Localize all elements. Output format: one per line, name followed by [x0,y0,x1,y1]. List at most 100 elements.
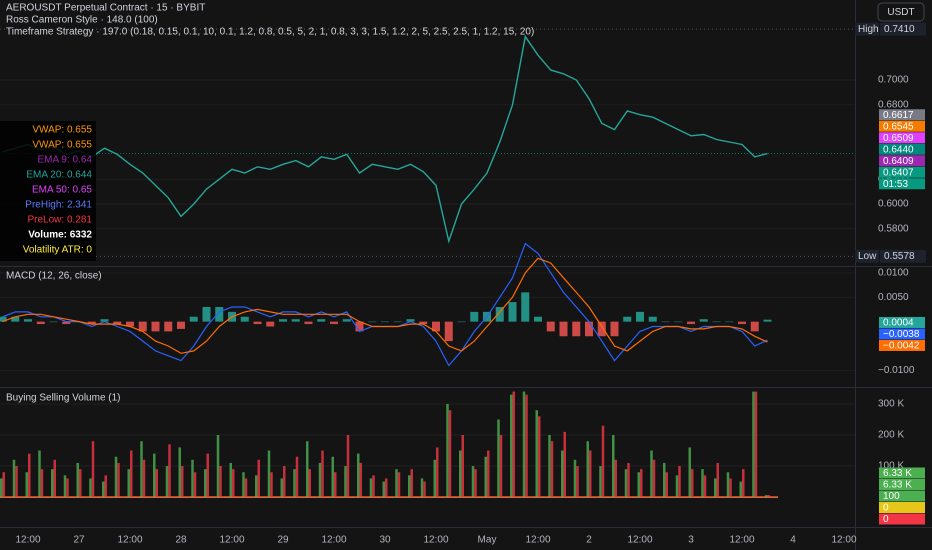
histogram-bar [546,321,555,332]
currency-label[interactable]: USDT [887,7,914,18]
volume-bar [155,469,158,498]
x-tick-label: May [478,535,497,546]
volume-bar [140,441,143,498]
volume-bar [599,466,602,498]
volume-bar [334,472,337,498]
volume-bar [739,481,742,498]
x-tick-label: 12:00 [627,535,652,546]
histogram-bar [763,319,772,322]
low-value-badge [880,249,926,263]
currency-button[interactable] [877,2,925,22]
histogram-bar [164,321,173,332]
histogram-bar [215,307,224,322]
volume-bar [550,441,554,498]
volume-bar [127,469,130,498]
legend-entry: EMA 9: 0.64 [38,155,93,166]
histogram-bar [597,321,606,337]
histogram-bar [393,321,402,323]
series-line [2,257,768,354]
volume-bar [461,435,464,498]
volume-bar [408,475,411,498]
volume-bar [63,475,67,498]
price-badge [879,143,925,155]
histogram-bar [279,319,287,322]
volume-bar [178,447,181,498]
histogram-bar [368,321,377,323]
histogram-bar [432,321,440,332]
histogram-bar [725,321,734,323]
histogram-bar [750,321,759,332]
histogram-bar [572,321,581,337]
legend-entry: EMA 50: 0.65 [32,185,92,196]
volume-bar [270,472,273,498]
countdown: 01:53 [883,179,908,190]
volume-bar [691,469,694,498]
y-tick-label: 0.7000 [878,75,909,86]
volume-bar [12,459,16,498]
histogram-bar [138,321,147,332]
volume-bar [701,469,704,498]
volume-bar [242,472,245,498]
volume-bar [525,394,528,498]
legend-entry: Volatility ATR: 0 [23,245,93,256]
volume-bar [586,441,589,498]
histogram-bar [253,321,262,325]
volume-bar [624,469,628,498]
volume-bar [522,391,526,498]
legend-box [0,121,96,261]
histogram-bar [317,319,326,322]
volume-bar [663,462,666,498]
price-badge-label: 0 [883,503,889,514]
volume-bar [130,450,133,498]
volume-bar [280,478,283,498]
legend-entry: PreHigh: 2.341 [25,200,92,211]
price-badge-label: −0.0042 [883,341,920,352]
volume-bar [206,453,209,498]
volume-bar [308,469,311,498]
high-value-badge [880,22,926,36]
x-tick-label: 27 [73,535,85,546]
volume-bar [601,425,605,498]
volume-bar [688,447,691,498]
volume-bar [2,472,5,498]
x-tick-label: 30 [379,535,391,546]
x-tick-label: 12:00 [15,535,40,546]
x-tick-label: 3 [688,535,694,546]
histogram-bar [534,316,542,322]
volume-bar [459,450,462,498]
histogram-bar [508,302,517,322]
price-badge [879,120,925,132]
histogram-bar [419,321,428,325]
histogram-bar [381,321,389,323]
volume-bar [637,472,640,498]
low-badge [855,249,879,263]
volume-bar [548,435,551,498]
volume-bar [79,469,82,498]
volume-bar [767,495,770,498]
histogram-bar [202,307,211,322]
volume-bar [295,456,299,498]
volume-bar [385,478,388,498]
histogram-bar [521,292,530,322]
volume-bar [703,475,707,498]
volume-bar [652,459,656,498]
volume-bar [76,462,79,498]
pane-title: MACD (12, 26, close) [6,271,102,282]
x-tick-label: 12:00 [729,535,754,546]
volume-bar [484,456,487,498]
volume-bar [321,450,324,498]
histogram-bar [266,321,275,327]
volume-bar [40,469,44,498]
histogram-bar [177,321,185,329]
volume-bar [716,462,719,498]
x-tick-label: 29 [277,535,289,546]
volume-bar [538,416,541,498]
volume-bar [372,475,375,498]
y-tick-label: −0.0100 [878,365,915,376]
low-label: Low [858,251,877,262]
histogram-bar [623,316,632,322]
volume-bar [28,453,31,498]
volume-bar [576,466,579,498]
